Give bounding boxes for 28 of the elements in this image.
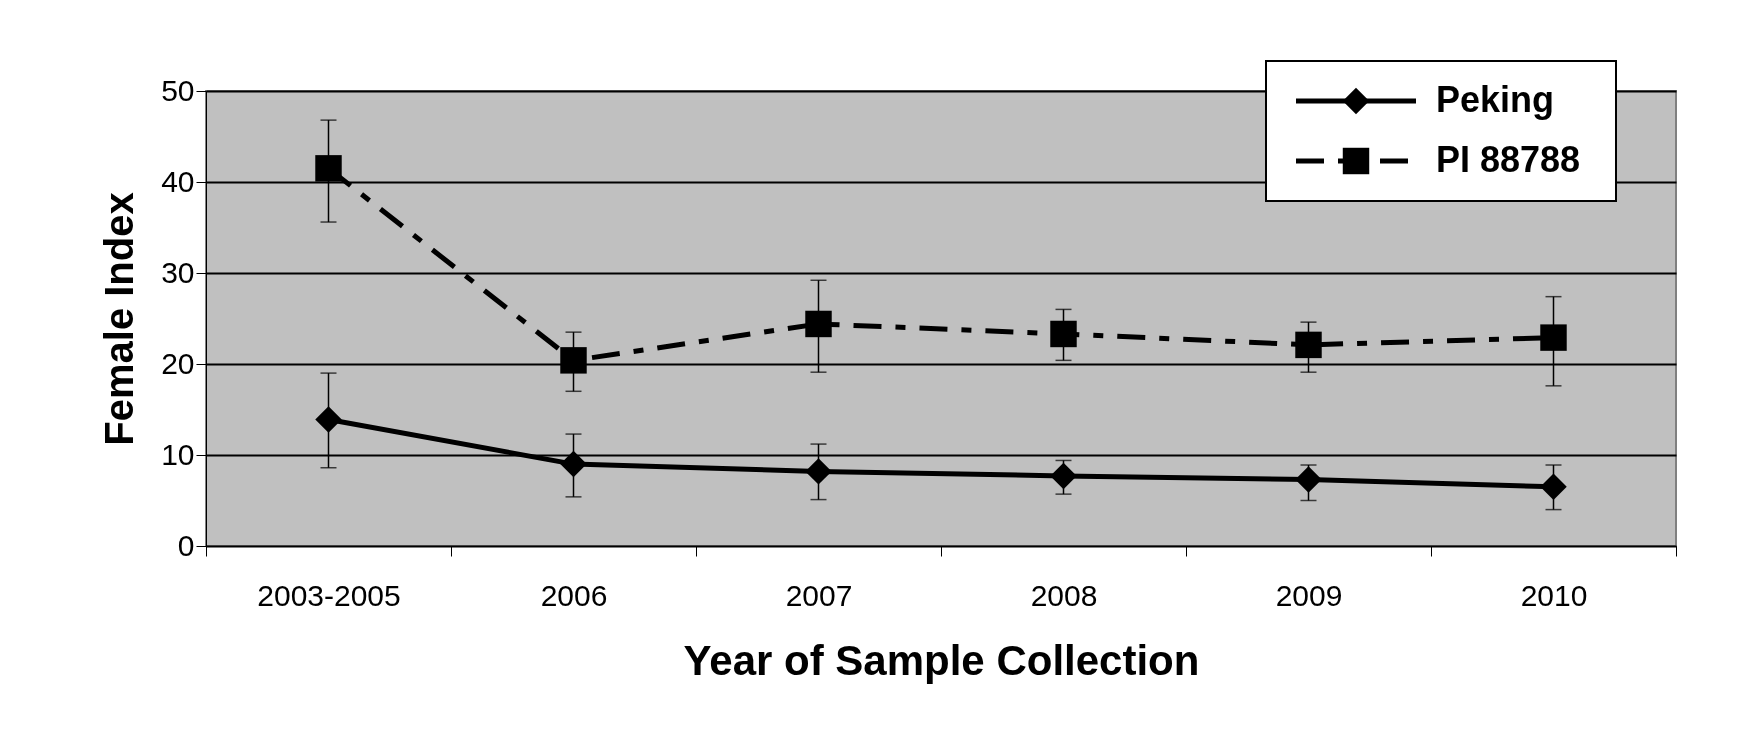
point xyxy=(805,310,832,338)
point xyxy=(1540,324,1567,351)
point xyxy=(1295,466,1322,493)
x-tick-label: 2009 xyxy=(1275,578,1343,612)
legend-label: Peking xyxy=(1436,79,1555,120)
y-tick-label: 50 xyxy=(161,73,195,107)
x-tick-label: 2010 xyxy=(1520,578,1588,612)
x-tick-label: 2003-2005 xyxy=(257,578,401,612)
x-axis-title: Year of Sample Collection xyxy=(683,636,1200,684)
y-tick-label: 20 xyxy=(161,346,195,380)
x-tick-label: 2006 xyxy=(540,578,608,612)
y-tick-label: 40 xyxy=(161,164,195,198)
point xyxy=(1050,462,1077,490)
point xyxy=(560,450,587,478)
point xyxy=(1540,473,1567,501)
x-tick-label: 2007 xyxy=(785,578,853,612)
point xyxy=(1050,320,1077,348)
point xyxy=(1295,331,1322,359)
y-tick-label: 30 xyxy=(161,255,195,289)
point xyxy=(315,155,342,182)
legend-label: PI 88788 xyxy=(1436,139,1581,180)
x-tick-label: 2008 xyxy=(1030,578,1098,612)
y-axis-title: Female Index xyxy=(97,192,142,446)
point xyxy=(805,458,832,485)
point xyxy=(560,347,587,374)
y-tick-label: 10 xyxy=(161,437,195,471)
y-tick-label: 0 xyxy=(177,528,195,562)
point xyxy=(315,406,342,433)
